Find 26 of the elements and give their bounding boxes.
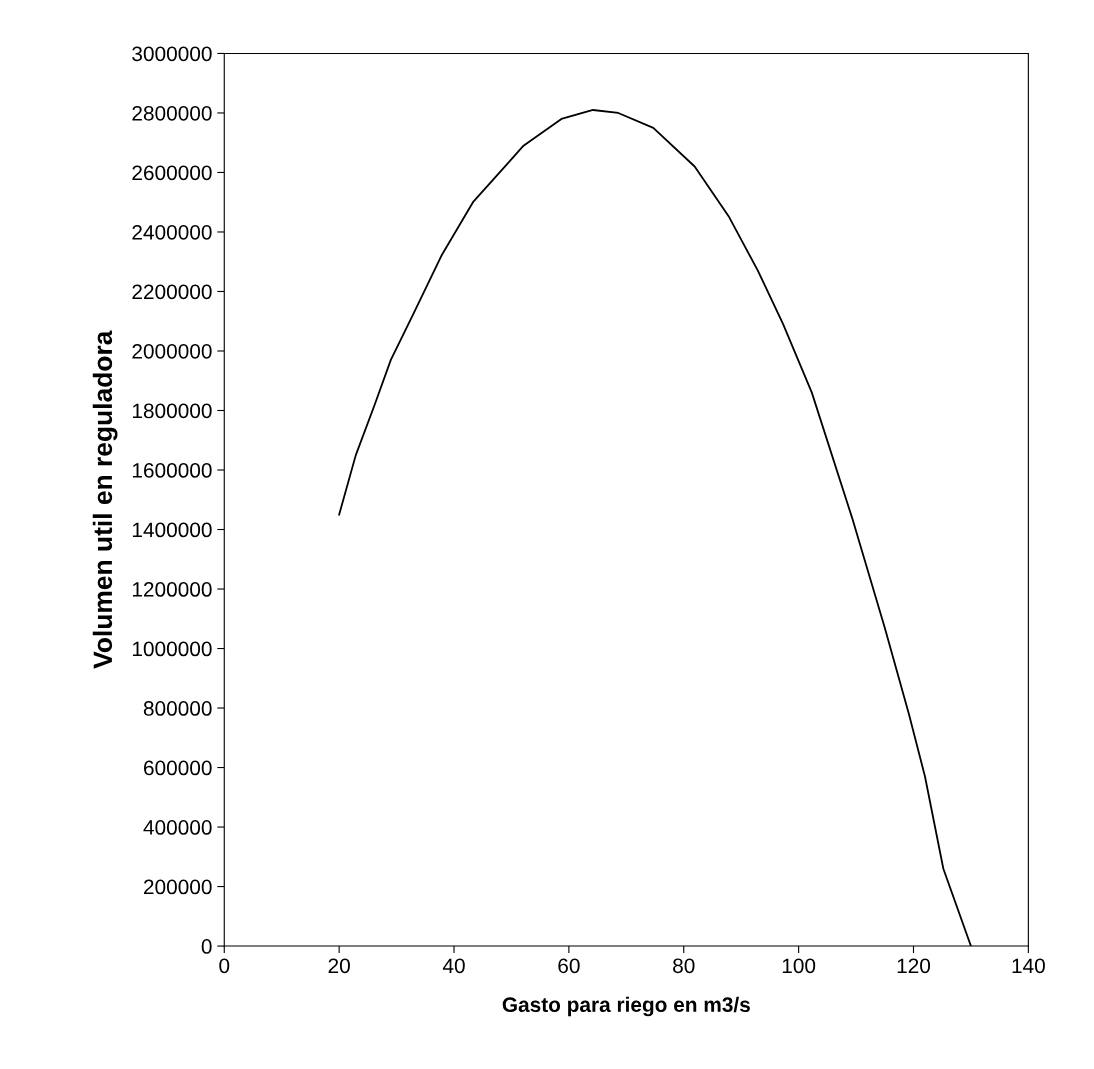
x-axis-title: Gasto para riego en m3/s (502, 996, 750, 1017)
y-tick-label: 2600000 (132, 165, 212, 181)
x-tick-label: 140 (1012, 958, 1045, 974)
y-tick-label: 1000000 (132, 641, 212, 657)
x-tick-label: 100 (782, 958, 816, 974)
y-tick-label: 0 (201, 939, 212, 954)
y-tick-label: 2200000 (132, 284, 212, 300)
x-tick-label: 120 (897, 958, 931, 974)
x-tick-label: 20 (328, 958, 350, 974)
x-tick-label: 60 (558, 958, 580, 974)
y-tick-label: 3000000 (132, 46, 212, 62)
y-tick-label: 400000 (143, 820, 212, 835)
y-tick-label: 1800000 (132, 403, 212, 419)
y-tick-label: 2800000 (132, 105, 212, 121)
x-tick-label: 40 (442, 958, 465, 974)
y-tick-label: 600000 (144, 760, 212, 776)
y-tick-label: 1200000 (132, 582, 212, 597)
y-tick-label: 1400000 (132, 522, 212, 538)
y-axis-title: Volumen util en reguladora (92, 330, 118, 669)
x-tick-label: 0 (219, 958, 230, 974)
y-tick-label: 2000000 (132, 343, 212, 359)
y-tick-label: 1600000 (132, 463, 212, 478)
y-tick-label: 800000 (143, 701, 212, 716)
y-tick-label: 2400000 (132, 224, 212, 240)
y-tick-label: 200000 (144, 879, 212, 895)
x-tick-label: 80 (673, 958, 695, 974)
